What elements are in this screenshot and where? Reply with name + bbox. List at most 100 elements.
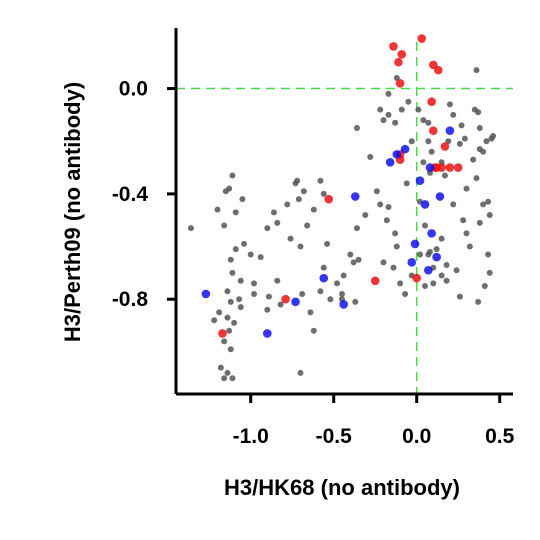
data-point-red [370,276,380,286]
data-point-blue [432,252,441,262]
data-point-red [445,163,455,172]
x-tick-label: 0.0 [402,425,431,448]
y-ticks: 0.0 -0.4 -0.8 [112,78,176,311]
x-axis-title: H3/HK68 (no antibody) [224,475,460,500]
data-point-gray [327,296,334,303]
data-point-red [395,78,405,88]
data-point-blue [392,150,402,159]
data-point-gray [232,209,239,216]
y-tick-label: -0.4 [112,183,149,206]
data-point-gray [287,235,294,242]
data-point-blue [415,176,425,186]
data-point-gray [274,219,281,226]
data-point-blue [435,192,445,201]
data-point-blue [319,273,329,283]
data-point-gray [425,119,432,126]
data-point-gray [377,201,384,208]
data-point-gray [350,259,357,266]
data-point-blue [339,300,348,309]
data-point-gray [257,254,264,261]
data-point-gray [385,204,392,211]
data-point-gray [486,269,493,276]
x-tick-label: -1.0 [233,425,269,448]
y-tick-label: 0.0 [119,78,148,101]
data-point-gray [471,106,478,113]
data-point-gray [277,301,284,308]
data-point-gray [229,172,236,179]
data-point-gray [373,188,380,195]
data-point-gray [317,177,324,184]
y-tick-label: -0.8 [112,288,149,311]
data-point-blue [425,163,435,172]
data-point-gray [385,90,392,97]
data-point-gray [247,251,254,258]
data-point-gray [353,125,360,132]
data-point-gray [226,327,233,334]
data-point-red [417,34,426,43]
data-point-red [394,57,403,67]
data-point-gray [425,251,432,258]
data-point-gray [438,235,445,242]
data-point-gray [405,98,412,105]
data-point-blue [201,289,211,299]
data-point-gray [475,298,482,305]
data-point-gray [187,225,194,232]
data-point-gray [420,159,427,166]
data-point-gray [299,290,306,297]
data-point-gray [294,177,301,184]
data-point-gray [221,375,228,382]
data-point-gray [320,264,327,271]
x-tick-label: -0.5 [316,425,353,448]
data-point-gray [264,225,271,232]
data-point-gray [430,280,437,287]
axes [174,28,513,396]
data-point-gray [251,280,258,287]
data-point-gray [231,319,238,326]
data-point-gray [392,230,399,237]
data-point-gray [214,206,221,213]
data-point-gray [236,296,243,303]
data-point-blue [424,265,433,275]
data-point-gray [320,190,327,197]
data-point-gray [476,146,483,153]
data-point-gray [284,201,291,208]
data-point-gray [428,148,435,155]
data-point-gray [422,283,429,290]
data-point-gray [450,111,457,118]
data-point-gray [324,240,331,247]
data-point-gray [453,267,460,274]
data-point-gray [408,138,415,145]
data-point-red [427,97,436,107]
data-point-gray [232,246,239,253]
data-point-gray [417,251,424,258]
data-point-gray [229,269,236,276]
data-point-blue [263,329,272,338]
data-point-gray [274,277,281,284]
data-point-gray [211,317,218,324]
data-point-gray [227,346,234,353]
data-point-gray [438,272,445,279]
data-point-blue [407,258,417,267]
data-point-gray [295,196,302,203]
data-point-gray [310,327,317,334]
data-point-red [432,163,441,172]
data-point-gray [297,369,304,376]
data-point-gray [300,188,307,195]
data-point-gray [456,293,463,300]
data-point-gray [485,251,492,258]
data-point-gray [237,277,244,284]
data-point-red [440,142,450,151]
data-point-gray [224,369,231,376]
data-point-gray [463,185,470,192]
data-point-gray [463,230,470,237]
data-point-red [453,163,463,172]
data-point-gray [239,196,246,203]
data-point-blue [385,157,395,167]
data-point-gray [224,288,231,295]
data-point-gray [446,101,453,108]
data-point-gray [227,256,234,263]
data-point-gray [422,222,429,229]
data-point-gray [443,261,450,268]
data-point-gray [241,240,248,247]
data-point-gray [221,338,228,345]
